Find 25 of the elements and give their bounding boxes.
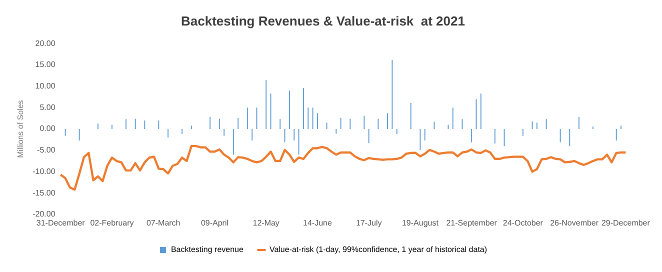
- legend-label: Value-at-risk (1-day, 99%confidence, 1 year of historical data): [269, 245, 488, 254]
- y-tick-label: 5.00: [40, 102, 56, 112]
- x-tick-label: 31-December: [36, 218, 86, 228]
- x-tick-label: 17-July: [356, 218, 382, 228]
- chart-title: Backtesting Revenues & Value-at-risk at 2021: [181, 13, 465, 28]
- y-tick-label: -10.00: [32, 166, 56, 176]
- x-tick-label: 02-February: [90, 218, 134, 228]
- y-tick-label: 15.00: [35, 60, 56, 70]
- x-tick-label: 12-May: [252, 218, 280, 228]
- x-tick-label: 26-November: [550, 218, 599, 228]
- x-tick-label: 29-December: [601, 218, 650, 228]
- x-tick-label: 24-October: [502, 218, 544, 228]
- y-tick-label: 0.00: [40, 124, 56, 134]
- x-tick-label: 09-April: [200, 218, 229, 228]
- y-tick-label: 20.00: [35, 38, 56, 48]
- y-tick-label: -20.00: [32, 210, 56, 219]
- y-tick-label: -5.00: [37, 146, 56, 155]
- y-axis-title: Millions of Soles: [16, 100, 26, 158]
- x-tick-label: 21-September: [446, 218, 498, 228]
- x-tick-label: 19-August: [402, 218, 440, 228]
- x-tick-label: 07-March: [146, 218, 180, 228]
- y-tick-label: -15.00: [32, 188, 56, 198]
- legend-label: Backtesting revenue: [170, 245, 244, 254]
- x-tick-label: 14-June: [303, 218, 332, 228]
- y-tick-label: 10.00: [35, 82, 56, 91]
